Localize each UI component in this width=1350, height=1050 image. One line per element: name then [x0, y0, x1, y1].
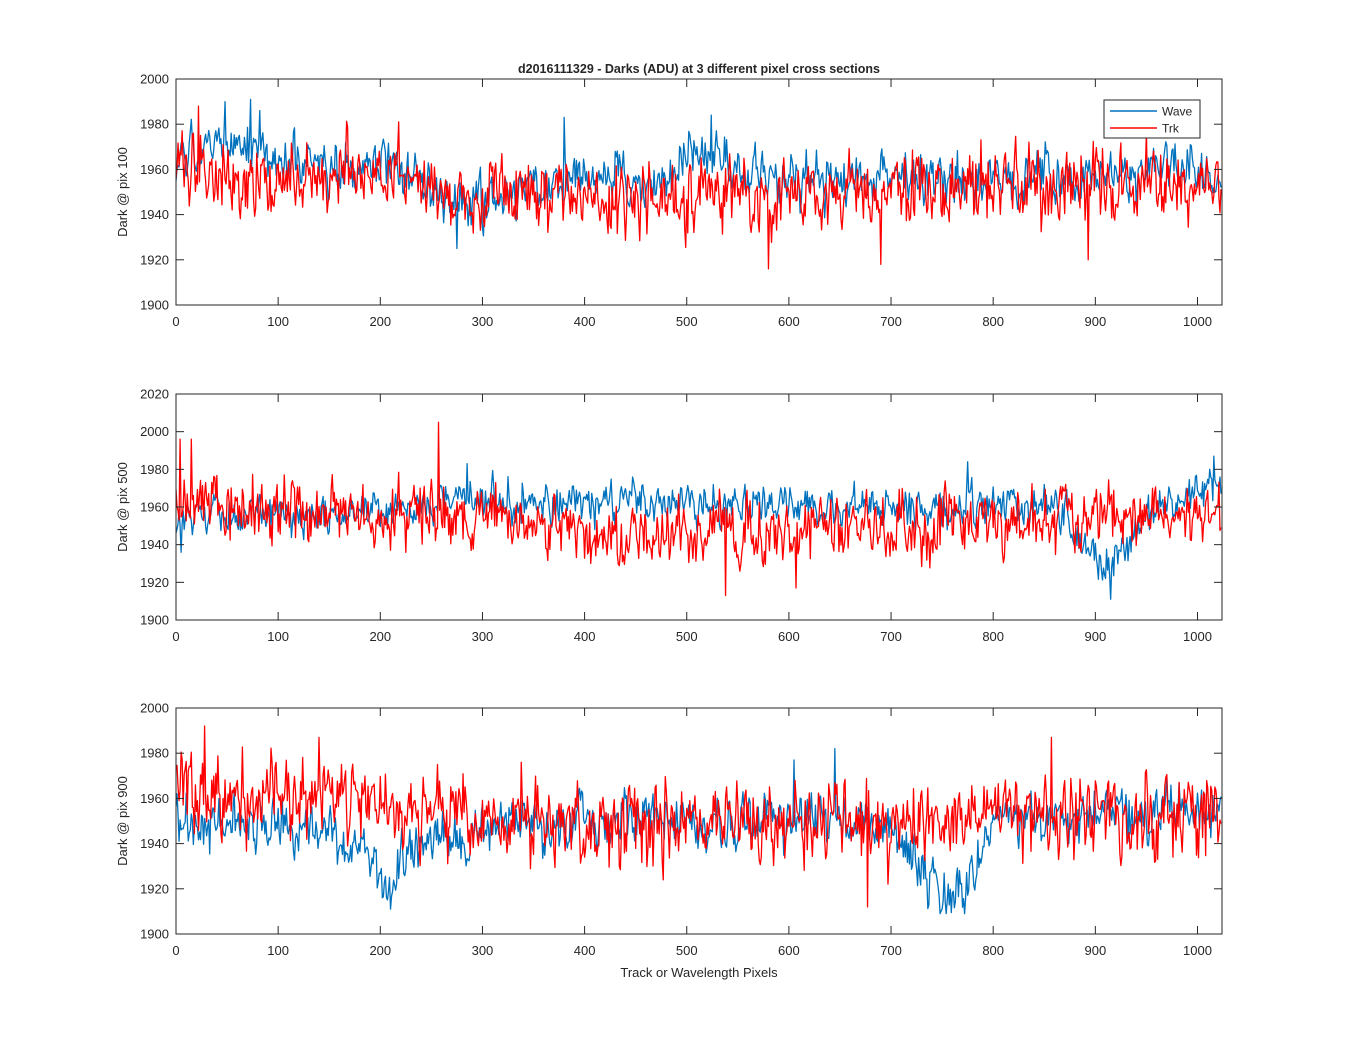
y-tick-label: 1920	[140, 881, 169, 896]
y-tick-label: 1900	[140, 927, 169, 942]
y-tick-label: 1980	[140, 462, 169, 477]
y-tick-label: 1940	[140, 836, 169, 851]
x-tick-label: 700	[880, 314, 902, 329]
x-tick-label: 800	[982, 314, 1004, 329]
series-line-wave	[176, 455, 1222, 600]
figure-title: d2016111329 - Darks (ADU) at 3 different…	[518, 62, 880, 76]
y-tick-label: 1920	[140, 575, 169, 590]
y-tick-label: 1980	[140, 746, 169, 761]
y-tick-label: 2020	[140, 387, 169, 402]
y-tick-label: 2000	[140, 701, 169, 716]
x-tick-label: 500	[676, 943, 698, 958]
x-axis-label: Track or Wavelength Pixels	[620, 965, 778, 980]
x-tick-label: 800	[982, 629, 1004, 644]
x-tick-label: 100	[267, 943, 289, 958]
x-tick-label: 200	[369, 629, 391, 644]
x-tick-label: 500	[676, 314, 698, 329]
x-tick-label: 100	[267, 629, 289, 644]
y-axis-label: Dark @ pix 100	[115, 147, 130, 237]
y-tick-label: 1920	[140, 252, 169, 267]
x-tick-label: 1000	[1183, 943, 1212, 958]
x-tick-label: 700	[880, 943, 902, 958]
y-tick-label: 1960	[140, 162, 169, 177]
x-tick-label: 0	[172, 629, 179, 644]
x-tick-label: 200	[369, 314, 391, 329]
y-tick-label: 1900	[140, 298, 169, 313]
series-group	[176, 725, 1222, 915]
series-group	[176, 421, 1222, 600]
y-axis-label: Dark @ pix 900	[115, 776, 130, 866]
legend-label-wave: Wave	[1162, 105, 1193, 119]
x-tick-label: 200	[369, 943, 391, 958]
y-tick-label: 1940	[140, 207, 169, 222]
y-axis-label: Dark @ pix 500	[115, 462, 130, 552]
series-line-wave	[176, 98, 1222, 250]
y-tick-label: 1940	[140, 537, 169, 552]
x-tick-label: 0	[172, 314, 179, 329]
series-group	[176, 98, 1222, 270]
x-tick-label: 400	[574, 314, 596, 329]
subplot-3: 0 100 200 300 400 500 600 700 800 900 1000 1900 1920…	[115, 701, 1223, 958]
subplot-2: 0 100 200 300 400 500 600 700 800 900 1000 1900 1920…	[115, 387, 1223, 644]
series-line-trk	[176, 421, 1222, 597]
x-tick-label: 400	[574, 629, 596, 644]
y-tick-label: 2000	[140, 72, 169, 87]
axes-frame	[175, 707, 1223, 935]
x-tick-label: 0	[172, 943, 179, 958]
y-tick-label: 2000	[140, 424, 169, 439]
legend: Wave Trk	[1103, 99, 1201, 139]
x-tick-label: 300	[472, 314, 494, 329]
x-tick-label: 600	[778, 943, 800, 958]
x-tick-label: 1000	[1183, 629, 1212, 644]
subplot-1: 0 100 200 300 400 500 600 700 800 900 1000 1900 1920…	[115, 72, 1223, 329]
series-line-trk	[176, 725, 1222, 908]
series-line-trk	[176, 105, 1222, 270]
legend-box	[1103, 99, 1201, 139]
y-tick-label: 1980	[140, 117, 169, 132]
x-tick-label: 700	[880, 629, 902, 644]
y-tick-label: 1960	[140, 791, 169, 806]
x-tick-label: 400	[574, 943, 596, 958]
x-tick-label: 1000	[1183, 314, 1212, 329]
x-tick-label: 600	[778, 629, 800, 644]
y-tick-label: 1960	[140, 500, 169, 515]
x-tick-label: 300	[472, 629, 494, 644]
x-tick-label: 900	[1084, 629, 1106, 644]
legend-label-trk: Trk	[1162, 122, 1180, 136]
x-tick-label: 300	[472, 943, 494, 958]
y-tick-label: 1900	[140, 613, 169, 628]
x-tick-label: 500	[676, 629, 698, 644]
x-tick-label: 800	[982, 943, 1004, 958]
x-tick-label: 900	[1084, 943, 1106, 958]
x-tick-label: 600	[778, 314, 800, 329]
x-tick-label: 900	[1084, 314, 1106, 329]
x-tick-label: 100	[267, 314, 289, 329]
axes-frame	[175, 78, 1223, 306]
